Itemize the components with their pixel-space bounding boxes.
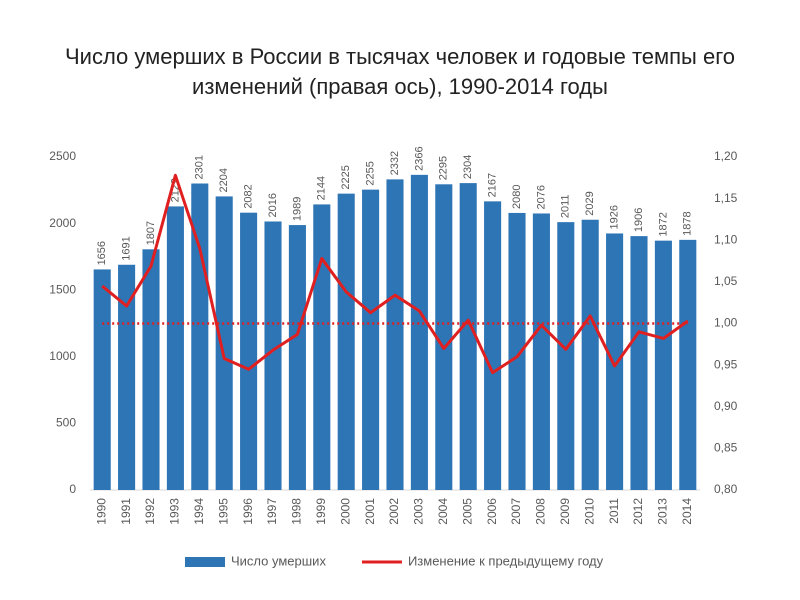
x-tick-label: 2001 [363, 498, 377, 525]
x-tick-label: 2011 [607, 498, 621, 524]
bar [606, 233, 624, 491]
data-label: 2332 [389, 151, 401, 175]
y-tick-label: 1500 [49, 282, 76, 296]
y-tick-label: 2500 [49, 149, 76, 163]
x-tick-label: 1993 [168, 498, 182, 525]
data-label: 1691 [121, 236, 133, 260]
data-label: 2255 [365, 161, 377, 185]
y2-tick-label: 1,20 [714, 149, 738, 163]
y2-tick-label: 1,05 [714, 274, 738, 288]
bar [654, 240, 672, 490]
bar [264, 221, 282, 490]
x-tick-label: 1992 [143, 498, 157, 525]
x-tick-label: 2006 [485, 498, 499, 525]
data-label: 2295 [438, 156, 450, 180]
x-tick-label: 1991 [119, 498, 133, 525]
data-label: 1807 [145, 221, 157, 245]
x-tick-label: 2010 [582, 498, 596, 525]
y-tick-label: 2000 [49, 216, 76, 230]
legend-swatch [185, 557, 225, 567]
bar [679, 239, 697, 490]
y-tick-label: 0 [69, 482, 76, 496]
bar [191, 183, 209, 490]
data-label: 2304 [462, 155, 474, 179]
data-label: 2080 [511, 184, 523, 208]
data-label: 2301 [194, 155, 206, 179]
x-tick-label: 1996 [241, 498, 255, 525]
y2-tick-label: 0,90 [714, 399, 738, 413]
data-label: 1906 [633, 208, 645, 232]
bar [166, 206, 184, 490]
data-label: 2225 [340, 165, 352, 189]
x-tick-label: 1995 [216, 498, 230, 525]
y2-tick-label: 1,10 [714, 232, 738, 246]
x-tick-label: 2007 [509, 498, 523, 525]
data-label: 2167 [487, 173, 499, 197]
x-tick-label: 1990 [94, 498, 108, 525]
chart-title: Число умерших в России в тысячах человек… [65, 44, 735, 99]
data-label: 2366 [413, 146, 425, 170]
bar [288, 225, 306, 491]
data-label: 2204 [218, 168, 230, 192]
x-tick-label: 2005 [460, 498, 474, 525]
x-tick-label: 2003 [412, 498, 426, 525]
data-label: 1656 [96, 241, 108, 265]
x-tick-label: 1997 [265, 498, 279, 525]
bar [557, 222, 575, 490]
x-tick-label: 2008 [534, 498, 548, 525]
x-tick-label: 2002 [387, 498, 401, 525]
data-label: 2016 [267, 193, 279, 217]
legend-label: Изменение к предыдущему году [408, 553, 604, 568]
y-tick-label: 1000 [49, 349, 76, 363]
bar [118, 264, 136, 490]
y2-tick-label: 1,15 [714, 191, 738, 205]
data-label: 1926 [609, 205, 621, 229]
x-tick-label: 1994 [192, 498, 206, 525]
bar [386, 179, 404, 490]
bar [459, 183, 477, 491]
bar [362, 189, 380, 490]
data-label: 2011 [560, 194, 572, 218]
y2-tick-label: 1,00 [714, 316, 738, 330]
x-tick-label: 2013 [656, 498, 670, 525]
x-tick-label: 1999 [314, 498, 328, 525]
data-label: 2082 [243, 184, 255, 208]
bar [337, 193, 355, 490]
bar [630, 236, 648, 490]
bar [532, 213, 550, 490]
data-label: 2029 [584, 191, 596, 215]
data-label: 1878 [682, 211, 694, 235]
x-tick-label: 2012 [631, 498, 645, 525]
x-tick-label: 1998 [290, 498, 304, 525]
bar [508, 212, 526, 490]
y2-tick-label: 0,80 [714, 482, 738, 496]
bar [435, 184, 453, 490]
bar [93, 269, 111, 490]
data-label: 2076 [535, 185, 547, 209]
legend-label: Число умерших [231, 553, 326, 568]
data-label: 1989 [291, 197, 303, 221]
x-tick-label: 2014 [680, 498, 694, 525]
bar [313, 204, 331, 491]
bar [581, 219, 599, 491]
bar [240, 212, 258, 490]
bar [142, 249, 160, 490]
y2-tick-label: 0,95 [714, 357, 738, 371]
bar [410, 174, 428, 490]
line [101, 173, 689, 375]
bar [484, 201, 502, 491]
x-tick-label: 2004 [436, 498, 450, 525]
x-tick-label: 2009 [558, 498, 572, 525]
x-tick-label: 2000 [338, 498, 352, 525]
data-label: 1872 [657, 212, 669, 236]
y-tick-label: 500 [56, 416, 76, 430]
y2-tick-label: 0,85 [714, 441, 738, 455]
data-label: 2144 [316, 176, 328, 200]
bar [215, 196, 233, 491]
